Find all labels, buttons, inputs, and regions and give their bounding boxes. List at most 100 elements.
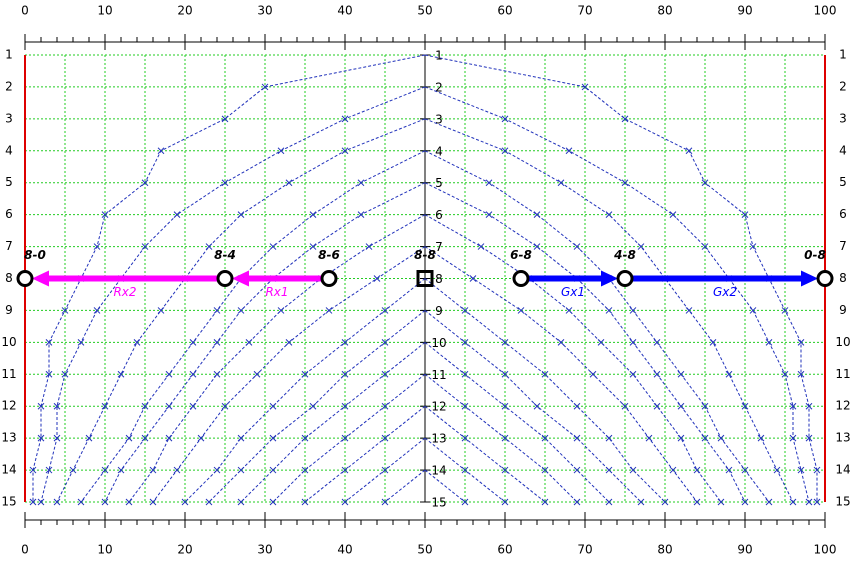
marker [101,498,109,506]
marker [125,498,133,506]
marker [797,466,805,474]
marker [37,402,45,410]
marker [189,370,197,378]
center-tick-label: 8 [435,272,443,286]
y-tick-label: 5 [5,175,13,189]
y-tick-label: 12 [1,399,16,413]
x-tick-label: 100 [814,543,837,557]
marker [93,243,101,250]
marker [381,307,389,314]
x-tick-label: 80 [657,543,672,557]
y-tick-label: 9 [839,303,847,317]
arrow-head [801,270,818,287]
marker [789,434,797,442]
marker [85,434,93,442]
marker [501,434,509,442]
center-tick-label: 9 [435,304,443,318]
marker [221,402,229,410]
marker [621,402,629,410]
x-tick-label: 90 [737,4,752,18]
marker [501,466,509,474]
marker [501,147,509,155]
marker [29,466,37,474]
marker [205,498,213,506]
curve [424,214,722,503]
y-tick-label: 9 [5,303,13,317]
center-tick-label: 10 [431,336,446,350]
marker [637,498,645,506]
marker [269,466,277,474]
marker [461,434,469,442]
marker [629,307,637,314]
marker [357,179,365,187]
x-tick-label: 30 [257,4,272,18]
marker [685,307,693,314]
arrow-label: Gx1 [561,285,585,299]
marker [605,211,613,218]
marker [749,307,757,314]
marker [501,498,509,506]
curve [184,278,426,503]
point [216,270,234,287]
marker [669,211,677,218]
marker [101,402,109,410]
marker [501,402,509,410]
marker [213,307,221,314]
marker [141,402,149,410]
marker [653,370,661,378]
x-tick-label: 60 [497,543,512,557]
marker [373,275,381,282]
marker [325,307,333,314]
marker [45,370,53,378]
marker [125,434,133,442]
x-tick-label: 20 [177,4,192,18]
center-tick-label: 7 [435,240,443,254]
center-tick-label: 13 [431,432,446,446]
marker [141,243,149,250]
marker [269,434,277,442]
y-tick-label: 8 [5,271,13,285]
y-tick-label: 12 [835,399,850,413]
marker [749,243,757,250]
marker [245,339,253,346]
marker [101,211,109,218]
marker [357,211,365,218]
marker [789,402,797,410]
marker [149,466,157,474]
y-tick-label: 15 [1,495,16,509]
x-tick-label: 40 [337,4,352,18]
marker [685,147,693,155]
marker [101,466,109,474]
marker [461,339,469,346]
arrow-head [32,270,49,287]
marker [117,466,125,474]
marker [237,307,245,314]
arrow-label: Rx1 [265,285,288,299]
marker [717,434,725,442]
marker [781,370,789,378]
point [320,270,338,287]
marker [573,466,581,474]
marker [805,402,813,410]
marker [701,402,709,410]
marker [605,307,613,314]
marker [93,307,101,314]
marker [701,434,709,442]
curve [240,341,426,503]
center-tick-label: 14 [431,464,446,478]
marker [725,370,733,378]
marker [381,466,389,474]
y-tick-label: 7 [5,239,13,253]
marker [381,498,389,506]
marker [501,115,509,123]
y-tick-label: 3 [839,111,847,125]
marker [53,498,61,506]
marker [725,466,733,474]
marker [677,402,685,410]
x-tick-label: 0 [21,4,29,18]
marker [53,402,61,410]
marker [637,243,645,250]
marker [309,243,317,250]
x-tick-label: 30 [257,543,272,557]
marker [309,211,317,218]
